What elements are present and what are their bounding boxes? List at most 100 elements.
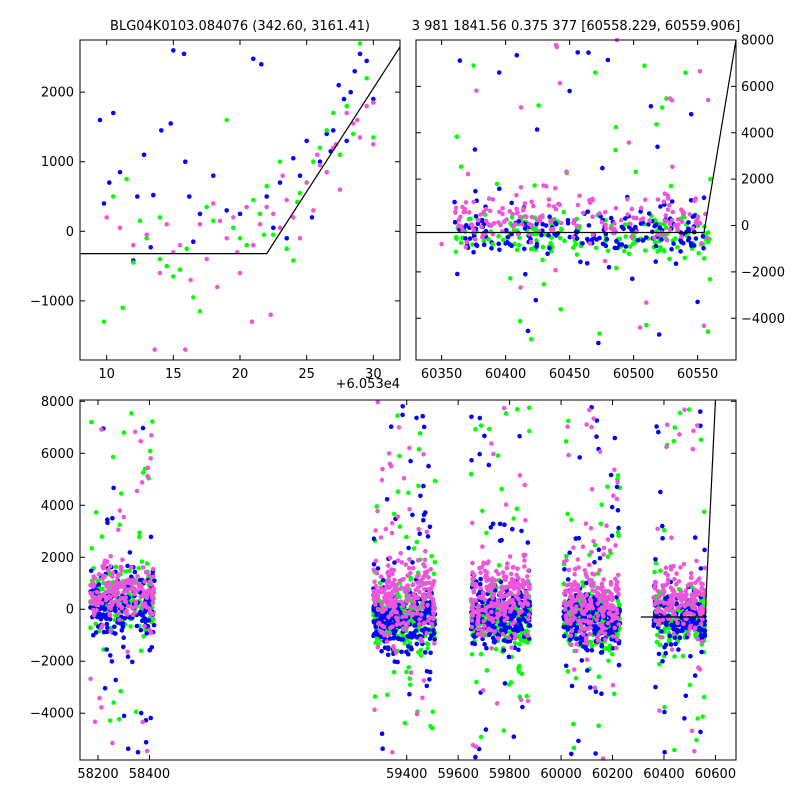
data-point-pink (531, 203, 536, 209)
data-point-pink (634, 229, 639, 234)
data-point-blue (653, 259, 658, 264)
data-point-pink (481, 209, 487, 215)
x-tick-label: 30 (365, 367, 382, 382)
data-point-pink (614, 645, 619, 651)
data-point-pink (304, 180, 310, 185)
data-point-green (642, 63, 647, 68)
data-point-pink (553, 206, 559, 212)
data-point-pink (135, 573, 140, 579)
data-point-blue (118, 621, 123, 626)
data-point-pink (417, 578, 423, 583)
data-point-pink (569, 628, 575, 633)
data-point-pink (683, 592, 689, 597)
data-point-pink (669, 647, 675, 652)
data-point-pink (477, 594, 482, 600)
data-point-green (615, 473, 621, 478)
data-point-pink (597, 211, 602, 216)
data-point-green (425, 646, 430, 651)
data-point-blue (614, 238, 619, 244)
data-point-pink (91, 612, 97, 618)
data-point-pink (572, 615, 577, 621)
data-point-pink (268, 312, 274, 318)
data-point-pink (578, 591, 583, 597)
data-point-pink (655, 232, 660, 237)
data-point-green (408, 682, 413, 688)
data-point-pink (631, 215, 636, 221)
data-point-pink (148, 582, 154, 587)
data-point-pink (100, 623, 105, 628)
data-point-pink (88, 600, 93, 605)
data-point-blue (477, 415, 483, 421)
data-point-pink (610, 596, 616, 601)
data-point-blue (609, 533, 615, 539)
data-point-blue (375, 566, 381, 571)
data-point-pink (700, 582, 705, 587)
data-point-green (559, 227, 564, 233)
data-point-pink (683, 588, 689, 593)
data-point-green (501, 728, 507, 733)
data-point-blue (569, 683, 575, 689)
data-point-pink (563, 607, 568, 612)
data-point-pink (640, 216, 646, 221)
data-point-blue (689, 243, 694, 248)
data-point-pink (651, 595, 656, 600)
data-point-blue (663, 642, 669, 648)
data-point-pink (612, 612, 617, 617)
data-point-green (698, 437, 704, 443)
data-point-blue (505, 234, 511, 240)
data-point-blue (473, 214, 479, 219)
data-point-blue (692, 673, 698, 678)
data-point-green (486, 426, 492, 432)
data-point-pink (144, 748, 150, 754)
data-point-green (532, 183, 537, 188)
data-point-green (515, 407, 520, 412)
data-point-pink (521, 552, 527, 558)
data-point-blue (492, 588, 498, 593)
data-point-blue (421, 424, 427, 430)
data-point-pink (407, 557, 412, 562)
data-point-blue (684, 229, 689, 235)
data-point-pink (580, 210, 586, 216)
data-point-blue (379, 648, 384, 654)
data-point-blue (181, 51, 187, 57)
data-point-pink (297, 236, 303, 241)
data-point-pink (410, 565, 416, 571)
data-point-pink (583, 640, 589, 646)
data-point-green (657, 661, 662, 667)
data-point-blue (297, 173, 303, 178)
data-point-pink (373, 583, 379, 589)
data-point-blue (593, 624, 598, 629)
data-point-blue (385, 652, 391, 658)
data-point-blue (130, 659, 135, 665)
data-point-blue (689, 619, 695, 625)
data-point-pink (104, 559, 110, 564)
data-point-green (470, 242, 475, 247)
data-point-green (88, 625, 93, 630)
data-point-pink (695, 636, 700, 642)
data-point-pink (675, 225, 680, 230)
data-point-pink (554, 44, 560, 50)
data-point-pink (652, 586, 658, 591)
data-point-pink (94, 607, 99, 613)
data-point-blue (480, 217, 485, 223)
data-point-pink (480, 628, 486, 633)
data-point-blue (432, 637, 437, 642)
data-point-blue (646, 222, 651, 227)
data-point-pink (188, 277, 193, 283)
data-point-pink (681, 561, 687, 567)
data-point-blue (539, 232, 544, 238)
data-point-pink (408, 570, 413, 576)
data-point-blue (427, 669, 433, 675)
data-point-pink (514, 211, 520, 216)
data-point-pink (520, 208, 526, 213)
data-point-pink (117, 225, 123, 231)
data-point-blue (404, 649, 409, 655)
data-point-pink (693, 598, 699, 604)
data-point-green (123, 569, 129, 574)
data-point-green (610, 651, 615, 657)
data-point-pink (590, 571, 595, 577)
data-point-pink (412, 604, 418, 610)
data-point-pink (490, 619, 496, 624)
data-point-blue (702, 547, 707, 553)
